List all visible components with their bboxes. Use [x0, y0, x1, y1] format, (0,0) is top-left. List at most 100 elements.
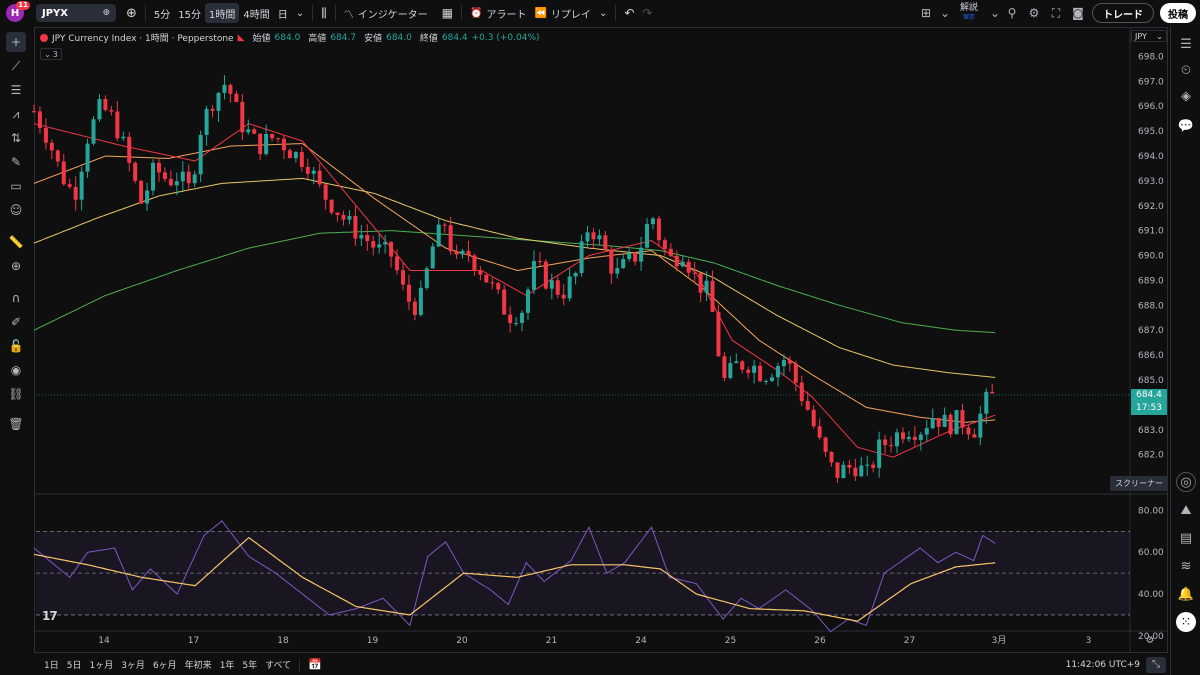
post-button[interactable]: 投稿	[1160, 3, 1196, 23]
currency-select[interactable]: JPY ⌄	[1131, 30, 1167, 42]
replay-dropdown-icon[interactable]: ⌄	[598, 7, 608, 19]
clock-timezone[interactable]: 11:42:06 UTC+9	[1065, 659, 1140, 670]
range-6m[interactable]: 6ヶ月	[152, 661, 177, 671]
undo-icon[interactable]: ↶	[624, 6, 635, 20]
crosshair-icon[interactable]: +	[6, 32, 26, 52]
brush-icon[interactable]: ✎	[10, 155, 22, 169]
text-note-icon[interactable]: ▭	[10, 179, 22, 193]
divider	[461, 5, 463, 21]
zoom-in-icon[interactable]: ⊕	[10, 259, 22, 273]
chart-pane[interactable]	[34, 27, 1168, 653]
flag-marker-icon[interactable]: ◣	[237, 32, 245, 43]
price-axis[interactable]: 698.0 697.0 696.0 695.0 694.0 693.0 692.0 691.0…	[1138, 52, 1164, 485]
range-1d[interactable]: 1日	[44, 661, 59, 671]
interval-dropdown-icon[interactable]: ⌄	[295, 7, 305, 19]
analysis-button[interactable]: 解説 保存	[959, 3, 978, 22]
flag-icon: ⊕	[102, 8, 110, 18]
ruler-icon[interactable]: 📏	[8, 235, 24, 249]
alerts-clock-icon[interactable]: ⏲	[1180, 62, 1192, 78]
symbol-search-input[interactable]: JPYX ⊕	[36, 4, 116, 22]
time-axis[interactable]: 14 17 18 19 20 21 24 25 26 27 3月 3 ⚙	[98, 635, 1154, 646]
calendar-icon[interactable]: ▤	[1179, 530, 1193, 546]
rsi-line	[33, 520, 996, 633]
candle-body	[883, 439, 888, 446]
chart-type-icon[interactable]: ⫼	[321, 5, 327, 20]
candle-body	[746, 369, 751, 373]
apps-grid-icon[interactable]: ⁙	[1176, 612, 1196, 632]
rsi-axis[interactable]: 80.00 60.00 40.00 20.00	[1138, 506, 1164, 641]
candle-body	[311, 170, 316, 174]
high-value: 684.7	[330, 32, 357, 43]
candle-body	[686, 261, 691, 273]
notifications-icon[interactable]: 🔔	[1177, 586, 1195, 602]
symbol-title[interactable]: JPY Currency Index · 1時間 · Pepperstone	[52, 34, 234, 44]
candle-body	[365, 234, 370, 242]
date-range-calendar-icon[interactable]: 📅	[308, 658, 322, 671]
indicators-button[interactable]: 〽インジケーター	[340, 3, 432, 23]
analysis-dropdown-icon[interactable]: ⌄	[990, 6, 1001, 20]
candle-body	[73, 186, 78, 200]
trash-icon[interactable]: 🗑	[8, 417, 24, 431]
candle-body	[97, 99, 102, 120]
watchlist-icon[interactable]: ☰	[1180, 36, 1192, 52]
link-icon[interactable]: ⛓	[8, 387, 24, 401]
trade-button[interactable]: トレード	[1092, 3, 1154, 23]
range-5d[interactable]: 5日	[66, 661, 82, 671]
interval-4h[interactable]: 4時間	[243, 9, 270, 21]
quick-search-icon[interactable]: ⚲	[1007, 6, 1017, 20]
camera-icon[interactable]: ◙	[1072, 6, 1084, 20]
rsi-tick-label: 80.00	[1138, 506, 1164, 516]
pine-editor-icon[interactable]: ⛰	[1180, 502, 1192, 518]
user-avatar[interactable]: H 11	[6, 1, 30, 22]
screener-icon[interactable]: ◎	[1176, 472, 1196, 492]
add-symbol-button[interactable]: ⊕	[126, 5, 137, 21]
pattern-icon[interactable]: ⩘	[12, 106, 20, 121]
candle-body	[859, 465, 864, 477]
range-all[interactable]: すべて	[265, 661, 292, 671]
interval-15m[interactable]: 15分	[178, 9, 202, 21]
range-5y[interactable]: 5年	[242, 661, 258, 671]
range-3m[interactable]: 3ヶ月	[121, 661, 145, 671]
range-ytd[interactable]: 年初来	[184, 661, 212, 671]
candle-body	[32, 111, 36, 113]
prediction-icon[interactable]: ⇅	[10, 131, 22, 145]
candles	[32, 75, 995, 484]
candle-body	[668, 248, 673, 256]
layouts-icon[interactable]: ▦	[441, 6, 454, 20]
object-tree-icon[interactable]: ◈	[1181, 88, 1191, 104]
alert-button[interactable]: ⏰ アラート	[470, 7, 527, 21]
interval-1h[interactable]: 1時間	[205, 3, 240, 23]
trend-line-icon[interactable]: ⟋	[11, 58, 21, 73]
fullscreen-icon[interactable]: ⛶	[1051, 6, 1061, 20]
range-1m[interactable]: 1ヶ月	[89, 661, 114, 671]
settings-gear-icon[interactable]: ⚙	[1028, 6, 1040, 20]
chat-icon[interactable]: 💬	[1177, 118, 1195, 134]
interval-1d[interactable]: 日	[277, 9, 288, 21]
candle-body	[412, 301, 417, 315]
candle-body	[674, 255, 679, 267]
indicator-toggle[interactable]: ⌄ 3	[40, 48, 62, 60]
candle-body	[258, 133, 263, 155]
eye-icon[interactable]: ◉	[10, 363, 22, 377]
layout-grid-icon[interactable]: ⊞	[920, 6, 932, 20]
auto-scale-icon[interactable]: ⤡	[1146, 656, 1166, 673]
candle-body	[889, 445, 894, 447]
chevron-down-icon: ⌄	[44, 49, 51, 59]
price-tick-label: 693.0	[1138, 177, 1164, 187]
redo-icon[interactable]: ↷	[642, 6, 653, 20]
price-tick-label: 683.0	[1138, 426, 1164, 436]
fib-retracement-icon[interactable]: ☰	[10, 83, 22, 97]
interval-5m[interactable]: 5分	[153, 9, 171, 21]
candle-body	[151, 162, 156, 191]
range-1y[interactable]: 1年	[219, 661, 235, 671]
magnet-icon[interactable]: ∩	[11, 291, 21, 305]
replay-button[interactable]: ⏪ リプレイ	[534, 7, 591, 21]
lock-icon[interactable]: 🔓	[8, 339, 24, 353]
news-feed-icon[interactable]: ≋	[1180, 558, 1192, 574]
emoji-icon[interactable]: ☺	[9, 203, 23, 217]
lock-drawing-icon[interactable]: ✐	[10, 315, 22, 329]
moving-averages	[33, 123, 996, 458]
divider	[312, 5, 314, 21]
layout-dropdown-icon[interactable]: ⌄	[939, 6, 951, 20]
